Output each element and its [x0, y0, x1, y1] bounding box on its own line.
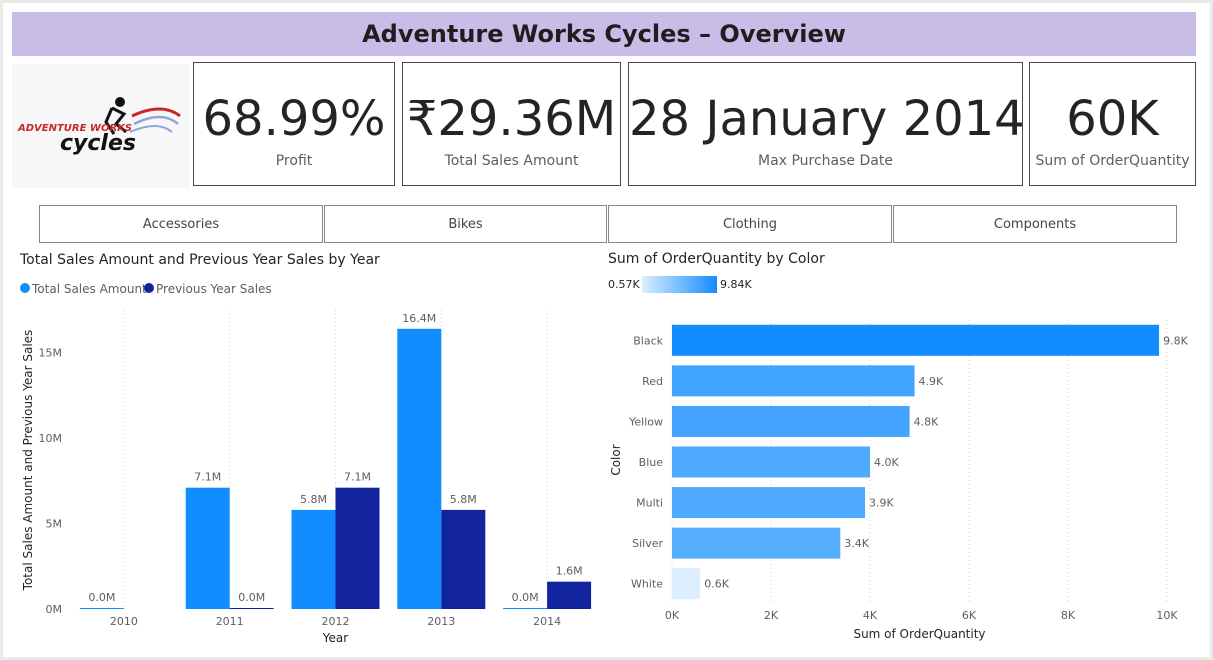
gradient-legend-bar	[642, 276, 717, 293]
y-tick-label: Multi	[636, 497, 663, 510]
kpi-label: Max Purchase Date	[758, 153, 893, 169]
kpi-card-order-quantity: 60K Sum of OrderQuantity	[1029, 62, 1196, 186]
x-axis-title: Sum of OrderQuantity	[853, 627, 985, 641]
bar-total-sales-amount	[397, 328, 442, 609]
company-logo: ADVENTURE WORKS cycles	[12, 64, 190, 188]
bar-red	[672, 365, 915, 397]
kpi-label: Sum of OrderQuantity	[1035, 153, 1190, 169]
kpi-card-profit: 68.99% Profit	[193, 62, 395, 186]
data-label: 4.9K	[919, 375, 944, 388]
bar-black	[672, 324, 1160, 356]
bar-multi	[672, 487, 866, 519]
data-label: 3.4K	[844, 537, 869, 550]
bar-previous-year-sales	[441, 509, 486, 609]
data-label: 0.0M	[238, 591, 265, 604]
report-title: Adventure Works Cycles – Overview	[362, 20, 846, 48]
legend-label: Previous Year Sales	[156, 282, 272, 296]
bar-previous-year-sales	[547, 581, 592, 609]
bar-total-sales-amount	[185, 487, 230, 609]
slicer-option-clothing[interactable]: Clothing	[608, 205, 892, 243]
y-tick-label: 15M	[39, 347, 63, 360]
data-label: 16.4M	[402, 312, 436, 325]
y-tick-label: Red	[642, 375, 663, 388]
kpi-value: 68.99%	[202, 91, 386, 147]
data-label: 0.0M	[88, 591, 115, 604]
bar-total-sales-amount	[79, 608, 124, 609]
bar-total-sales-amount	[291, 509, 336, 609]
y-tick-label: Silver	[632, 537, 663, 550]
x-tick-label: 0K	[665, 609, 680, 622]
data-label: 0.0M	[512, 591, 539, 604]
gradient-max-label: 9.84K	[720, 278, 752, 291]
order-quantity-by-color-chart: 0.57K 9.84K 0K 2K 4K 6K 8K 10K Sum of OrderQuant…	[608, 276, 1189, 641]
y-tick-label: White	[631, 578, 663, 591]
y-tick-label: 10M	[39, 432, 63, 445]
legend-label: Total Sales Amount	[31, 282, 147, 296]
data-label: 5.8M	[300, 493, 327, 506]
bar-previous-year-sales	[335, 487, 380, 609]
bar-white	[672, 568, 701, 600]
sales-by-year-chart: Total Sales Amount Previous Year Sales 0M 5…	[20, 282, 592, 645]
kpi-value: 60K	[1066, 91, 1159, 147]
x-tick-label: 2K	[764, 609, 779, 622]
data-label: 4.8K	[914, 415, 939, 428]
x-tick-label: 4K	[863, 609, 878, 622]
kpi-value: 28 January 2014	[629, 91, 1025, 147]
y-tick-label: 5M	[46, 518, 63, 531]
report-title-bar: Adventure Works Cycles – Overview	[12, 12, 1196, 56]
bar-blue	[672, 446, 870, 478]
x-tick-label: 2011	[216, 615, 244, 628]
slicer-option-accessories[interactable]: Accessories	[39, 205, 323, 243]
sales-chart-title: Total Sales Amount and Previous Year Sal…	[20, 252, 380, 268]
data-label: 5.8M	[450, 493, 477, 506]
data-label: 4.0K	[874, 456, 899, 469]
data-label: 9.8K	[1163, 334, 1188, 347]
kpi-value: ₹29.36M	[406, 91, 617, 147]
kpi-label: Profit	[275, 153, 313, 169]
color-chart-title: Sum of OrderQuantity by Color	[608, 251, 825, 267]
kpi-label: Total Sales Amount	[444, 153, 579, 169]
bar-yellow	[672, 405, 910, 437]
x-tick-label: 2012	[322, 615, 350, 628]
legend-marker	[20, 283, 30, 293]
data-label: 7.1M	[194, 471, 221, 484]
gradient-min-label: 0.57K	[608, 278, 640, 291]
data-label: 7.1M	[344, 471, 371, 484]
logo-text-top: ADVENTURE WORKS	[17, 123, 132, 134]
bar-total-sales-amount	[503, 608, 548, 609]
x-axis-title: Year	[322, 631, 348, 645]
data-label: 1.6M	[556, 565, 583, 578]
x-tick-label: 2014	[533, 615, 561, 628]
x-tick-label: 2010	[110, 615, 138, 628]
bar-silver	[672, 527, 841, 559]
y-axis-title: Color	[609, 444, 623, 475]
y-tick-label: 0M	[46, 603, 63, 616]
y-tick-label: Yellow	[628, 415, 663, 428]
slicer-option-bikes[interactable]: Bikes	[324, 205, 607, 243]
y-axis-title: Total Sales Amount and Previous Year Sal…	[21, 330, 35, 592]
x-tick-label: 8K	[1061, 609, 1076, 622]
kpi-card-total-sales: ₹29.36M Total Sales Amount	[402, 62, 621, 186]
slicer-option-components[interactable]: Components	[893, 205, 1177, 243]
bar-previous-year-sales	[229, 608, 274, 609]
y-tick-label: Blue	[639, 456, 664, 469]
kpi-card-max-purchase-date: 28 January 2014 Max Purchase Date	[628, 62, 1025, 186]
x-tick-label: 6K	[962, 609, 977, 622]
logo-text-bottom: cycles	[60, 131, 136, 156]
data-label: 0.6K	[704, 578, 729, 591]
x-tick-label: 2013	[427, 615, 455, 628]
cyclist-logo-icon: ADVENTURE WORKS cycles	[17, 97, 181, 156]
x-tick-label: 10K	[1156, 609, 1178, 622]
data-label: 3.9K	[869, 497, 894, 510]
legend-marker	[144, 283, 154, 293]
y-tick-label: Black	[633, 334, 663, 347]
